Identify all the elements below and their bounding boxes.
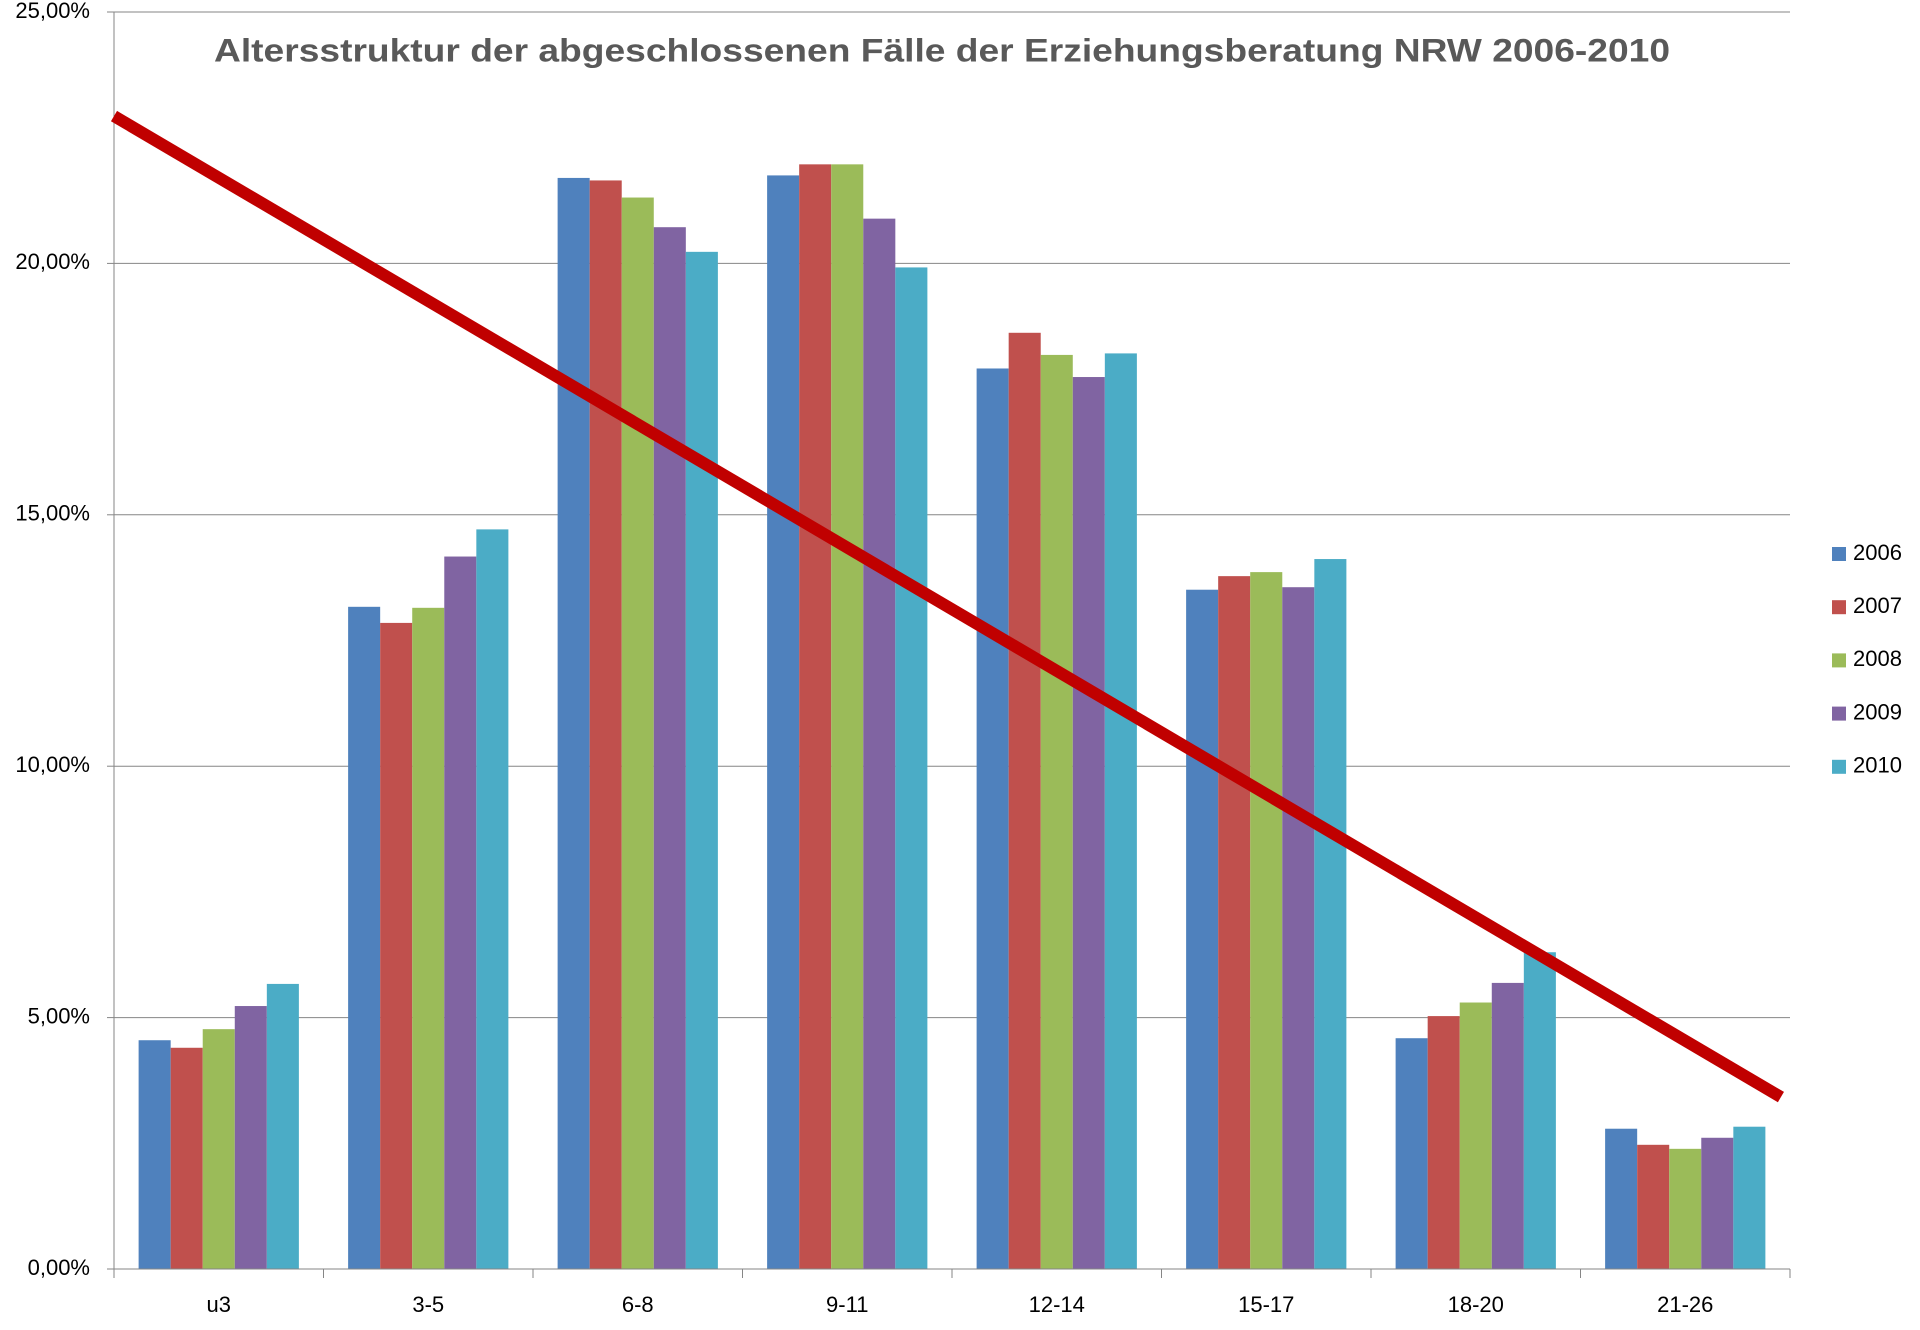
legend-label: 2006 xyxy=(1853,540,1902,565)
x-tick-label: 21-26 xyxy=(1657,1292,1713,1317)
bar xyxy=(895,267,928,1270)
bar xyxy=(1669,1148,1702,1269)
bar xyxy=(1605,1128,1638,1269)
bar xyxy=(1186,589,1219,1269)
y-tick-label: 0,00% xyxy=(28,1255,90,1280)
x-tick-label: 9-11 xyxy=(826,1292,868,1317)
legend-label: 2009 xyxy=(1853,699,1902,724)
legend-swatch xyxy=(1832,759,1846,774)
bar xyxy=(653,227,686,1270)
bar xyxy=(444,556,477,1269)
bar xyxy=(589,180,622,1270)
bar xyxy=(1282,587,1315,1269)
y-tick-label: 25,00% xyxy=(15,0,90,23)
bar xyxy=(621,197,654,1269)
bar xyxy=(1104,353,1137,1269)
bar xyxy=(380,622,413,1269)
bar xyxy=(266,983,299,1269)
bar xyxy=(1395,1038,1428,1269)
bar xyxy=(976,368,1009,1269)
chart-title: Altersstruktur der abgeschlossenen Fälle… xyxy=(214,32,1670,68)
bar xyxy=(1040,354,1073,1269)
bar xyxy=(831,164,864,1270)
bar xyxy=(1459,1002,1492,1269)
y-tick-label: 20,00% xyxy=(15,249,90,274)
bar xyxy=(863,218,896,1270)
bar xyxy=(1733,1126,1766,1269)
bar xyxy=(799,164,832,1270)
y-tick-label: 15,00% xyxy=(15,501,90,526)
bar xyxy=(412,607,445,1269)
bar xyxy=(1637,1144,1670,1269)
x-tick-label: u3 xyxy=(207,1292,231,1317)
bar xyxy=(557,177,590,1270)
bar xyxy=(1218,576,1251,1269)
legend-label: 2008 xyxy=(1853,646,1902,671)
legend-swatch xyxy=(1832,706,1846,721)
bar xyxy=(348,606,381,1269)
x-tick-label: 18-20 xyxy=(1448,1292,1504,1317)
trend-line xyxy=(110,110,1784,1103)
bar xyxy=(767,175,800,1269)
bar xyxy=(234,1006,267,1269)
bar xyxy=(170,1047,203,1269)
bar xyxy=(1314,559,1347,1269)
x-tick-label: 6-8 xyxy=(622,1292,654,1317)
legend-label: 2010 xyxy=(1853,753,1902,778)
bar xyxy=(1491,982,1524,1269)
legend-swatch xyxy=(1832,547,1846,561)
bar xyxy=(1072,377,1105,1269)
legend-swatch xyxy=(1832,600,1846,615)
x-tick-label: 12-14 xyxy=(1029,1292,1085,1317)
legend-label: 2007 xyxy=(1853,593,1902,618)
bar xyxy=(1427,1016,1460,1269)
bar xyxy=(476,529,509,1269)
bar xyxy=(1701,1137,1734,1269)
x-tick-label: 3-5 xyxy=(412,1292,444,1317)
y-tick-label: 5,00% xyxy=(28,1003,90,1028)
bar xyxy=(202,1029,235,1269)
bar xyxy=(685,251,718,1270)
bar xyxy=(138,1040,171,1269)
bar xyxy=(1250,572,1283,1269)
legend-swatch xyxy=(1832,653,1846,668)
bar xyxy=(1008,332,1041,1270)
y-tick-label: 10,00% xyxy=(15,752,90,777)
bar xyxy=(1523,952,1556,1269)
x-tick-label: 15-17 xyxy=(1238,1292,1294,1317)
